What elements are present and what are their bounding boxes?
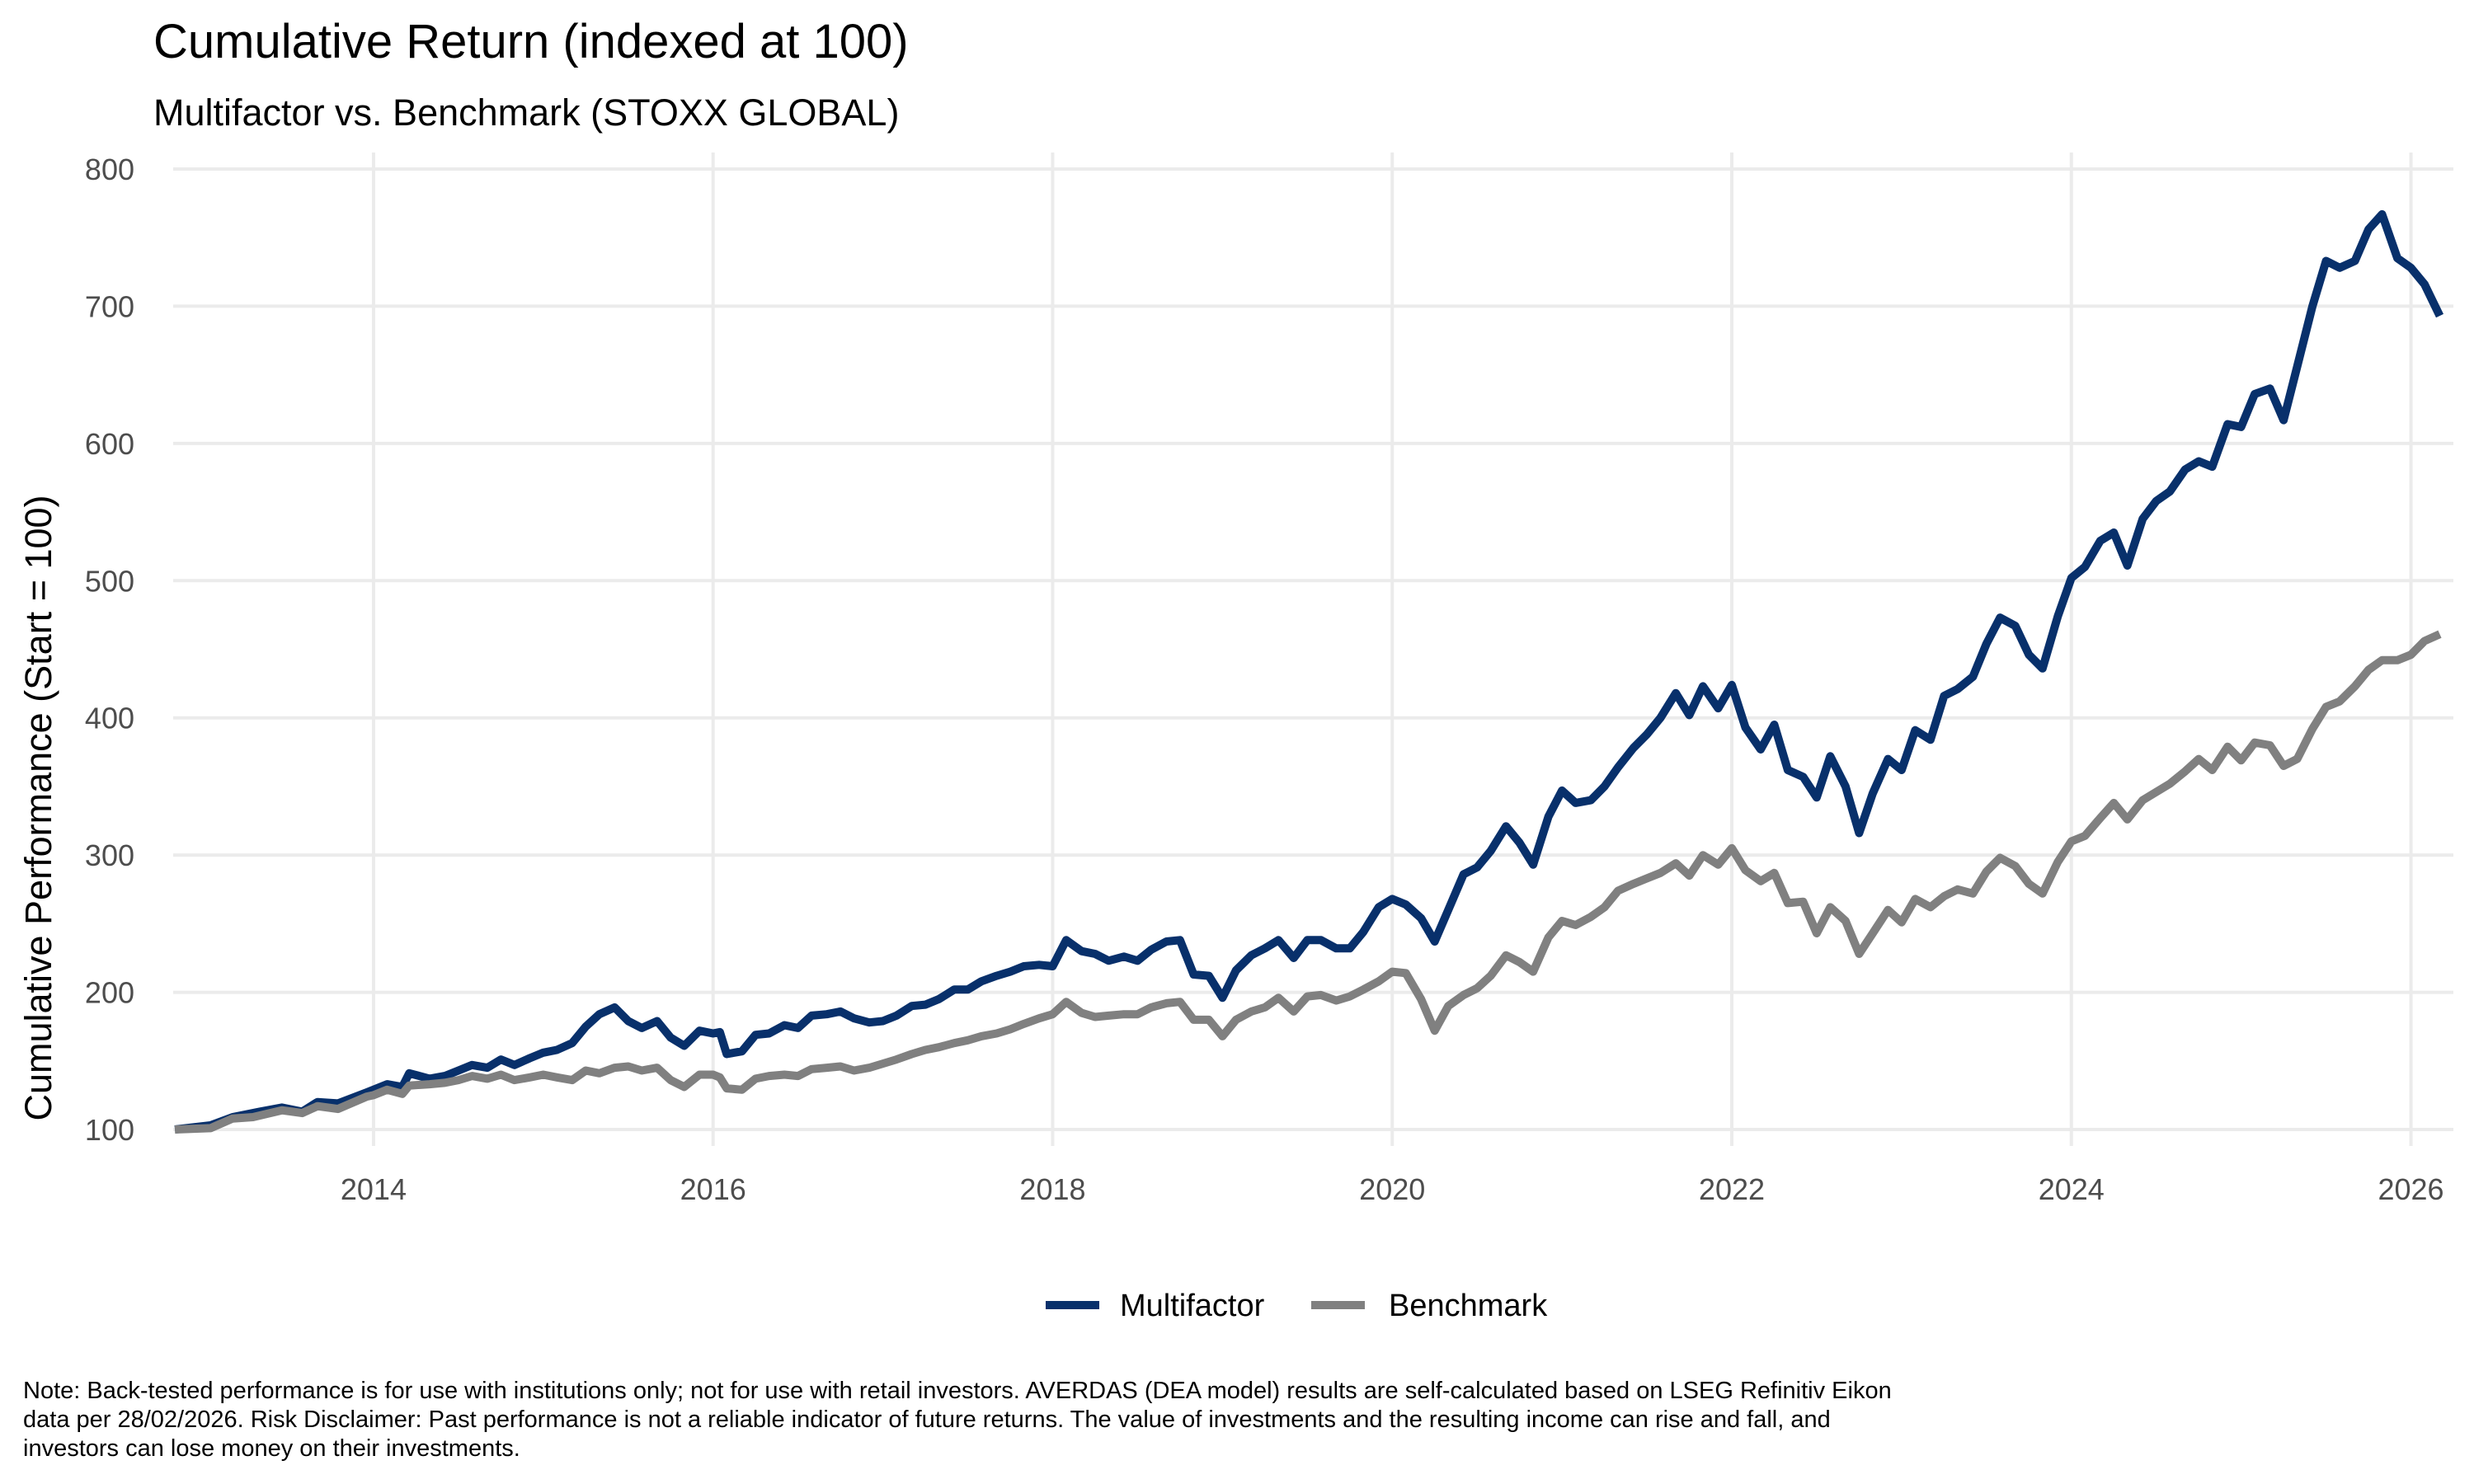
x-tick-label: 2026 — [2378, 1172, 2443, 1206]
series-line-multifactor — [174, 209, 2444, 1134]
x-tick-label: 2020 — [1359, 1172, 1425, 1206]
y-axis-title: Cumulative Performance (Start = 100) — [17, 495, 59, 1120]
y-tick-label: 500 — [85, 564, 134, 598]
y-tick-label: 600 — [85, 427, 134, 461]
chart-title: Cumulative Return (indexed at 100) — [153, 15, 909, 68]
x-tick-label: 2018 — [1019, 1172, 1085, 1206]
x-tick-label: 2022 — [1699, 1172, 1765, 1206]
y-tick-label: 800 — [85, 153, 134, 186]
y-tick-label: 200 — [85, 976, 134, 1010]
footnote: Note: Back-tested performance is for use… — [23, 1378, 1892, 1462]
y-tick-label: 300 — [85, 838, 134, 872]
series-line-benchmark — [174, 630, 2442, 1134]
axis-labels: 100 200 300 400 500 600 700 800 2014 2016 2018 2020… — [85, 153, 2444, 1206]
y-tick-label: 700 — [85, 289, 134, 323]
chart-subtitle: Multifactor vs. Benchmark (STOXX GLOBAL) — [153, 92, 899, 134]
y-tick-label: 100 — [85, 1113, 134, 1147]
x-tick-label: 2024 — [2039, 1172, 2105, 1206]
x-tick-label: 2014 — [341, 1172, 407, 1206]
legend-label-multifactor: Multifactor — [1120, 1289, 1265, 1323]
legend-label-benchmark: Benchmark — [1389, 1289, 1548, 1323]
legend: Multifactor Benchmark — [1046, 1289, 1548, 1323]
grid — [173, 153, 2453, 1146]
series-lines — [174, 209, 2444, 1134]
x-tick-label: 2016 — [680, 1172, 746, 1206]
y-tick-label: 400 — [85, 702, 134, 735]
